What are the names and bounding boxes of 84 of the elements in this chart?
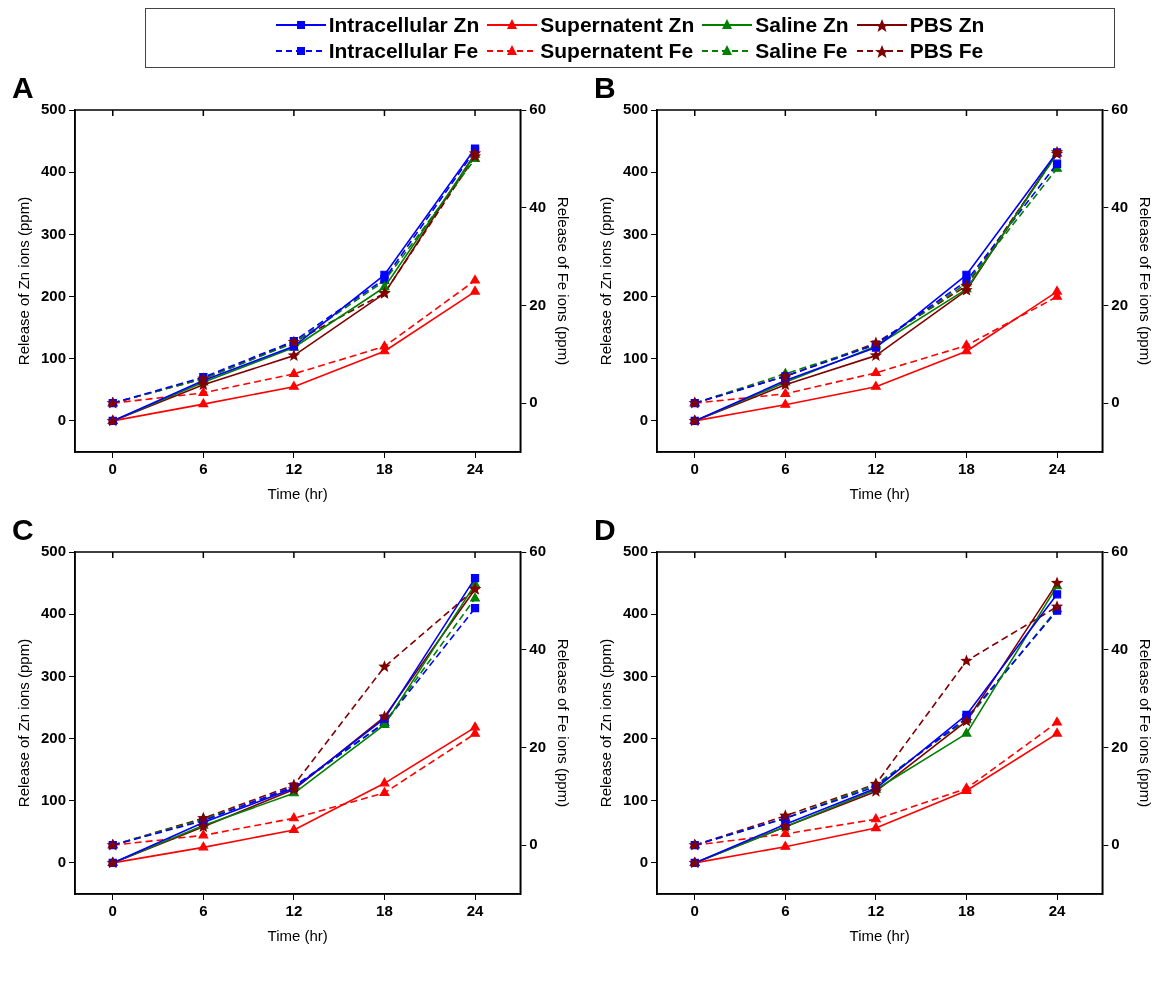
legend-label: Intracellular Fe xyxy=(328,39,479,63)
y-tick-label: 300 xyxy=(41,224,67,242)
legend-label: Supernatent Fe xyxy=(540,39,694,63)
legend-label: Saline Zn xyxy=(755,13,849,37)
y-tick-label: 100 xyxy=(623,348,649,366)
y-tick-label: 200 xyxy=(41,728,67,746)
y-tick-label: 0 xyxy=(639,411,649,429)
legend-label: PBS Fe xyxy=(909,39,984,63)
x-tick-label: 6 xyxy=(199,460,208,478)
y-tick-label: 400 xyxy=(623,162,649,180)
y-tick-label: 100 xyxy=(41,348,67,366)
x-axis-title: Time (hr) xyxy=(267,927,328,945)
y2-tick-label: 40 xyxy=(1111,197,1128,215)
x-tick-label: 24 xyxy=(1048,902,1067,920)
x-tick-label: 12 xyxy=(285,460,303,478)
y2-axis-title: Release of Fe ions (ppm) xyxy=(1136,638,1154,808)
y-tick-label: 300 xyxy=(623,224,649,242)
y2-tick-label: 60 xyxy=(529,100,546,118)
x-tick-label: 0 xyxy=(690,460,699,478)
y-tick-label: 200 xyxy=(41,286,67,304)
y2-axis-title: Release of Fe ions (ppm) xyxy=(1136,196,1154,366)
x-tick-label: 0 xyxy=(690,902,699,920)
legend-label: Intracellular Zn xyxy=(328,13,480,37)
y2-tick-label: 40 xyxy=(1111,639,1128,657)
x-tick-label: 18 xyxy=(958,460,975,478)
x-tick-label: 0 xyxy=(108,460,117,478)
x-tick-label: 18 xyxy=(376,902,393,920)
x-tick-label: 6 xyxy=(781,902,790,920)
y-tick-label: 100 xyxy=(623,790,649,808)
y-tick-label: 500 xyxy=(623,100,649,118)
y-tick-label: 500 xyxy=(41,100,67,118)
x-tick-label: 6 xyxy=(199,902,208,920)
legend-label: Saline Fe xyxy=(755,39,848,63)
x-tick-label: 12 xyxy=(867,460,885,478)
y-tick-label: 100 xyxy=(41,790,67,808)
y-axis-title: Release of Zn ions (ppm) xyxy=(597,638,615,808)
y-tick-label: 0 xyxy=(639,853,649,871)
y-axis-title: Release of Zn ions (ppm) xyxy=(15,196,33,366)
legend-label: Supernatent Zn xyxy=(540,13,695,37)
y-tick-label: 300 xyxy=(41,666,67,684)
y2-tick-label: 60 xyxy=(1111,542,1128,560)
y2-tick-label: 40 xyxy=(529,197,546,215)
x-tick-label: 6 xyxy=(781,460,790,478)
x-tick-label: 18 xyxy=(376,460,393,478)
y2-tick-label: 40 xyxy=(529,639,546,657)
y2-tick-label: 20 xyxy=(529,737,546,755)
y2-tick-label: 20 xyxy=(529,295,546,313)
y2-tick-label: 0 xyxy=(529,393,538,411)
y-tick-label: 0 xyxy=(57,853,67,871)
x-tick-label: 12 xyxy=(867,902,885,920)
y2-tick-label: 0 xyxy=(1111,835,1120,853)
y-axis-title: Release of Zn ions (ppm) xyxy=(597,196,615,366)
y-tick-label: 500 xyxy=(41,542,67,560)
x-axis-title: Time (hr) xyxy=(849,485,910,503)
y-tick-label: 200 xyxy=(623,286,649,304)
y-tick-label: 400 xyxy=(41,604,67,622)
x-tick-label: 0 xyxy=(108,902,117,920)
y2-tick-label: 20 xyxy=(1111,737,1128,755)
x-tick-label: 12 xyxy=(285,902,303,920)
y-tick-label: 0 xyxy=(57,411,67,429)
y2-tick-label: 0 xyxy=(529,835,538,853)
x-tick-label: 24 xyxy=(1048,460,1067,478)
y-tick-label: 200 xyxy=(623,728,649,746)
chart-title: C xyxy=(12,513,34,547)
chart-title: A xyxy=(12,71,34,105)
y2-tick-label: 0 xyxy=(1111,393,1120,411)
x-axis-title: Time (hr) xyxy=(267,485,328,503)
legend-label: PBS Zn xyxy=(909,13,985,37)
y2-tick-label: 60 xyxy=(1111,100,1128,118)
x-axis-title: Time (hr) xyxy=(849,927,910,945)
chart-title: D xyxy=(594,513,616,547)
y-tick-label: 400 xyxy=(623,604,649,622)
x-tick-label: 24 xyxy=(466,460,485,478)
chart-title: B xyxy=(594,71,616,105)
x-tick-label: 18 xyxy=(958,902,975,920)
y-tick-label: 500 xyxy=(623,542,649,560)
y2-tick-label: 60 xyxy=(529,542,546,560)
y-tick-label: 400 xyxy=(41,162,67,180)
y-axis-title: Release of Zn ions (ppm) xyxy=(15,638,33,808)
y2-axis-title: Release of Fe ions (ppm) xyxy=(554,638,572,808)
x-tick-label: 24 xyxy=(466,902,485,920)
y2-tick-label: 20 xyxy=(1111,295,1128,313)
y2-axis-title: Release of Fe ions (ppm) xyxy=(554,196,572,366)
y-tick-label: 300 xyxy=(623,666,649,684)
